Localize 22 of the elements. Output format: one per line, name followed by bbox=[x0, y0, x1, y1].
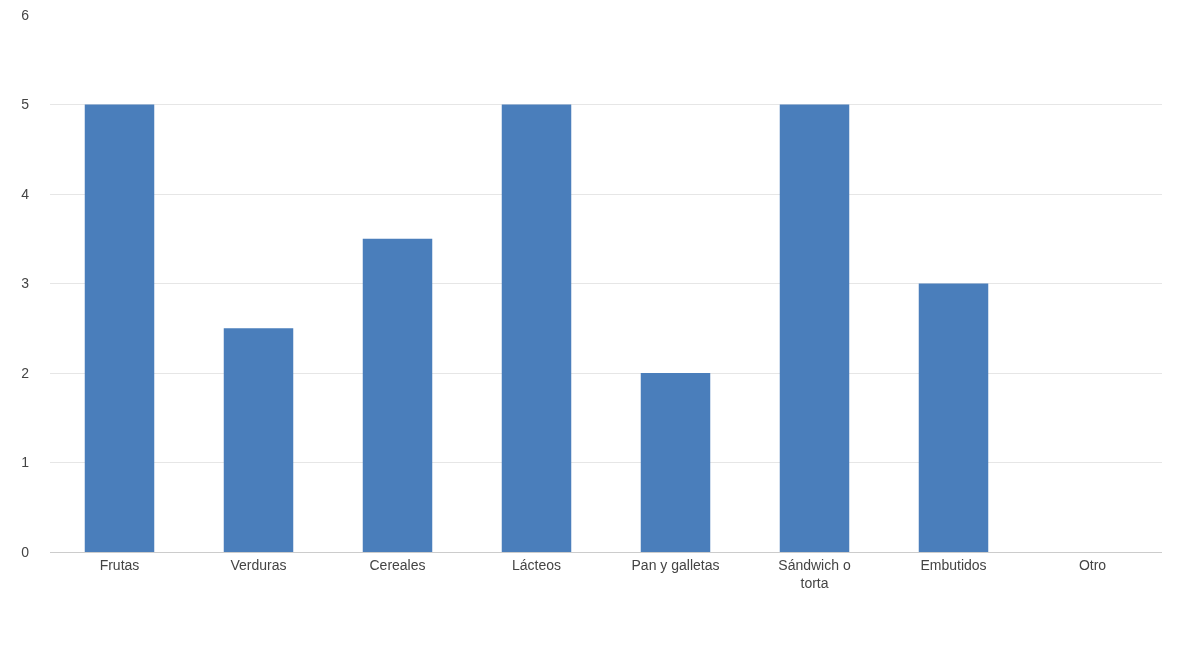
x-tick-label: Cereales bbox=[369, 556, 426, 573]
y-tick-label: 2 bbox=[21, 364, 30, 381]
bar bbox=[84, 104, 155, 552]
x-tick-label: Frutas bbox=[99, 556, 140, 573]
bar bbox=[640, 373, 711, 552]
bar bbox=[918, 283, 989, 552]
bar bbox=[779, 104, 850, 552]
x-tick-label: Lácteos bbox=[511, 556, 562, 573]
y-tick-label: 5 bbox=[21, 96, 30, 113]
x-tick-label: Otro bbox=[1078, 556, 1107, 573]
y-tick-label: 6 bbox=[21, 6, 30, 23]
bar bbox=[223, 328, 294, 552]
y-tick-label: 1 bbox=[21, 454, 30, 471]
x-tick-label: Sándwich o torta bbox=[778, 556, 851, 591]
x-tick-label: Embutidos bbox=[920, 556, 987, 573]
bar bbox=[362, 238, 433, 552]
y-tick-label: 4 bbox=[21, 185, 30, 202]
x-tick-label: Pan y galletas bbox=[631, 556, 720, 573]
x-tick-label: Verduras bbox=[230, 556, 287, 573]
y-tick-label: 0 bbox=[21, 543, 30, 560]
y-tick-label: 3 bbox=[21, 275, 30, 292]
bar bbox=[501, 104, 572, 552]
